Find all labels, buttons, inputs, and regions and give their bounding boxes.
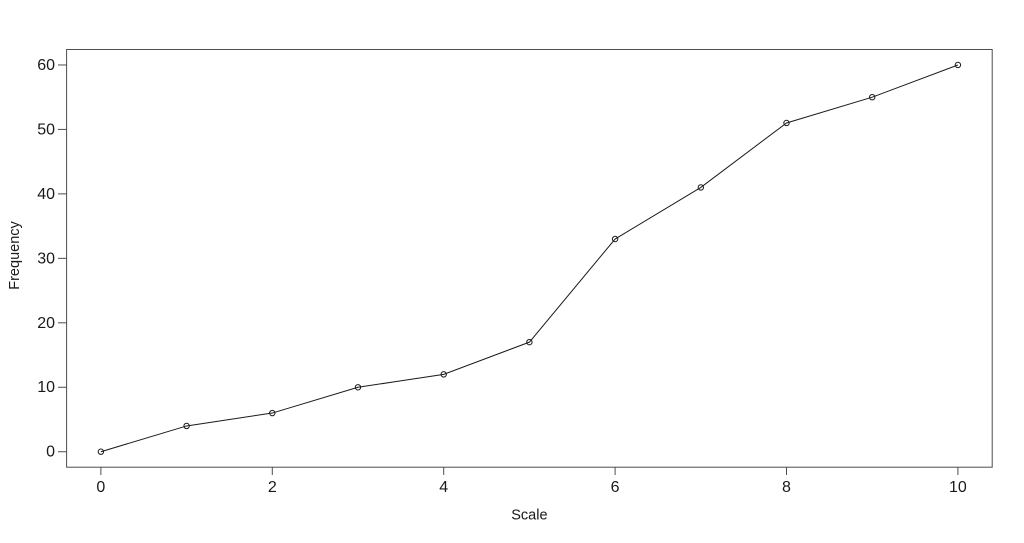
svg-text:2: 2 xyxy=(268,479,277,496)
svg-text:Scale: Scale xyxy=(511,508,547,524)
svg-text:0: 0 xyxy=(46,444,55,461)
svg-text:4: 4 xyxy=(439,479,448,496)
svg-text:0: 0 xyxy=(96,479,105,496)
svg-text:30: 30 xyxy=(37,250,55,267)
svg-text:40: 40 xyxy=(37,186,55,203)
svg-text:10: 10 xyxy=(949,479,967,496)
svg-text:50: 50 xyxy=(37,121,55,138)
svg-text:Frequency: Frequency xyxy=(7,221,23,290)
svg-text:10: 10 xyxy=(37,379,55,396)
svg-text:8: 8 xyxy=(782,479,791,496)
svg-text:6: 6 xyxy=(611,479,620,496)
svg-text:20: 20 xyxy=(37,315,55,332)
svg-text:60: 60 xyxy=(37,57,55,74)
